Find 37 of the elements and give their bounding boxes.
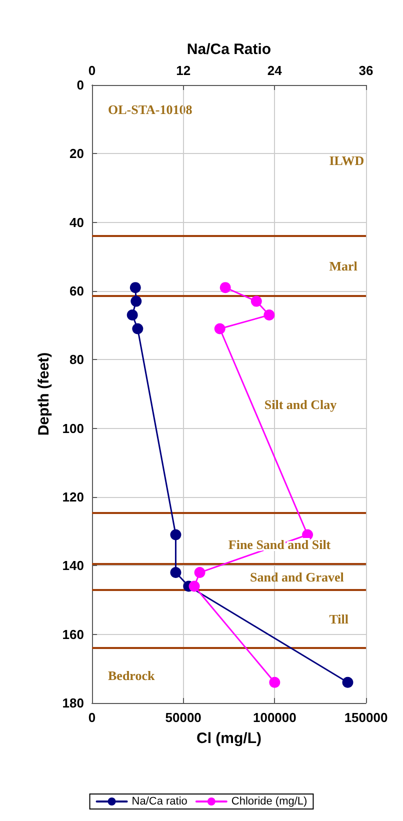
x2-axis-title: Na/Ca Ratio: [186, 41, 272, 58]
point: [250, 296, 262, 307]
y-tick-label: 120: [62, 490, 84, 504]
x-axis-title: Cl (mg/L): [196, 730, 262, 747]
x2-tick-label: 12: [176, 63, 191, 78]
y-tick-label: 40: [70, 214, 84, 230]
annotation: Marl: [329, 258, 358, 274]
legend-label: Chloride (mg/L): [231, 796, 308, 808]
annotation: Till: [329, 611, 349, 626]
x2-tick-label: 36: [358, 63, 374, 78]
y-tick-label: 80: [70, 352, 84, 368]
annotation: Sand and Gravel: [250, 569, 344, 584]
y-axis-title: Depth (feet): [35, 352, 52, 436]
y-tick-label: 0: [76, 78, 84, 92]
point: [214, 323, 226, 334]
y-tick-label: 140: [62, 558, 84, 574]
point: [264, 310, 275, 321]
x-tick-label: 0: [88, 710, 96, 725]
y-tick-label: 180: [62, 696, 84, 710]
point: [269, 676, 280, 688]
y-tick-label: 160: [62, 626, 84, 642]
y-tick-label: 60: [70, 284, 84, 298]
annotation: ILWD: [329, 153, 364, 168]
annotation: Silt and Clay: [264, 396, 338, 412]
point: [188, 580, 200, 592]
x2-tick-label: 24: [267, 63, 283, 78]
point: [220, 282, 231, 294]
point: [194, 567, 206, 578]
annotation: OL-STA-10108: [108, 102, 193, 117]
annotation: Bedrock: [108, 668, 156, 684]
legend-label: Na/Ca ratio: [132, 796, 188, 808]
x-tick-label: 150000: [344, 710, 388, 725]
x-tick-label: 100000: [252, 710, 296, 725]
x2-tick-label: 0: [88, 63, 96, 78]
x-tick-label: 50000: [165, 710, 202, 725]
y-tick-label: 20: [70, 146, 84, 162]
y-tick-label: 100: [62, 420, 84, 436]
